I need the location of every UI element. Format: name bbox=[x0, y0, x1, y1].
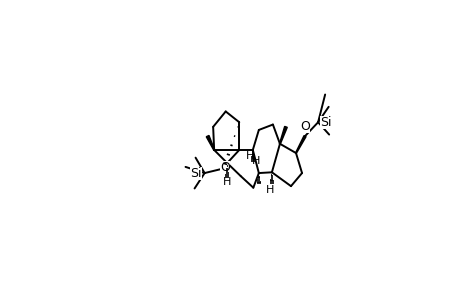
Text: H: H bbox=[222, 177, 230, 187]
Text: H: H bbox=[251, 156, 259, 166]
Text: Si: Si bbox=[190, 167, 202, 180]
Polygon shape bbox=[295, 136, 305, 153]
Text: H: H bbox=[245, 151, 253, 161]
Text: Si: Si bbox=[320, 116, 331, 129]
Text: O: O bbox=[219, 161, 230, 174]
Text: H: H bbox=[265, 185, 274, 195]
Polygon shape bbox=[206, 136, 214, 150]
Polygon shape bbox=[279, 126, 286, 144]
Text: O: O bbox=[299, 120, 309, 133]
